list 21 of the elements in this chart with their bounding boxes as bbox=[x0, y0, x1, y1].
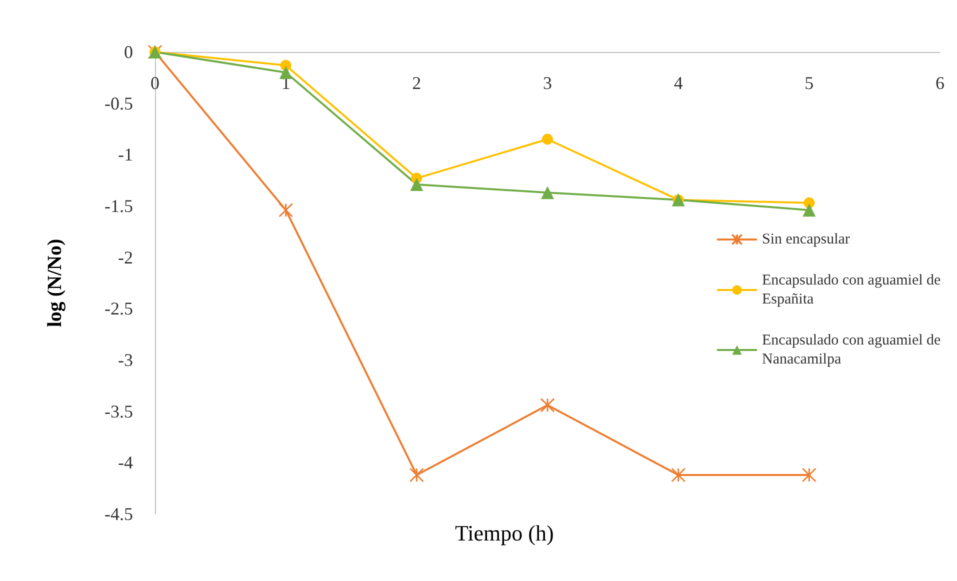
legend-label: Encapsulado con aguamiel de Nanacamilpa bbox=[762, 332, 944, 368]
y-tick-label: -3 bbox=[118, 350, 133, 370]
x-tick-label: 5 bbox=[804, 73, 814, 93]
x-tick-label: 6 bbox=[936, 73, 944, 93]
y-tick-label: -4 bbox=[118, 452, 133, 473]
y-tick-label: -1.5 bbox=[104, 196, 133, 216]
x-tick-label: 2 bbox=[412, 73, 422, 93]
y-axis-title: log (N/No) bbox=[44, 238, 66, 328]
y-tick-label: -0.5 bbox=[104, 93, 133, 114]
x-tick-label: 3 bbox=[543, 73, 552, 93]
legend-label: Encapsulado con aguamiel de Españita bbox=[762, 272, 944, 308]
y-tick-label: -2 bbox=[118, 247, 133, 268]
y-tick-label: -2.5 bbox=[104, 298, 133, 319]
x-tick-label: 0 bbox=[150, 73, 160, 93]
y-tick-label: 0 bbox=[124, 42, 133, 62]
y-tick-label: -1 bbox=[118, 144, 133, 165]
legend-label: Sin encapsular bbox=[762, 232, 850, 248]
y-tick-label: -4.5 bbox=[104, 504, 133, 524]
y-tick-label: -3.5 bbox=[104, 401, 133, 422]
x-axis-title: Tiempo (h) bbox=[455, 520, 554, 546]
x-tick-label: 4 bbox=[674, 73, 683, 93]
